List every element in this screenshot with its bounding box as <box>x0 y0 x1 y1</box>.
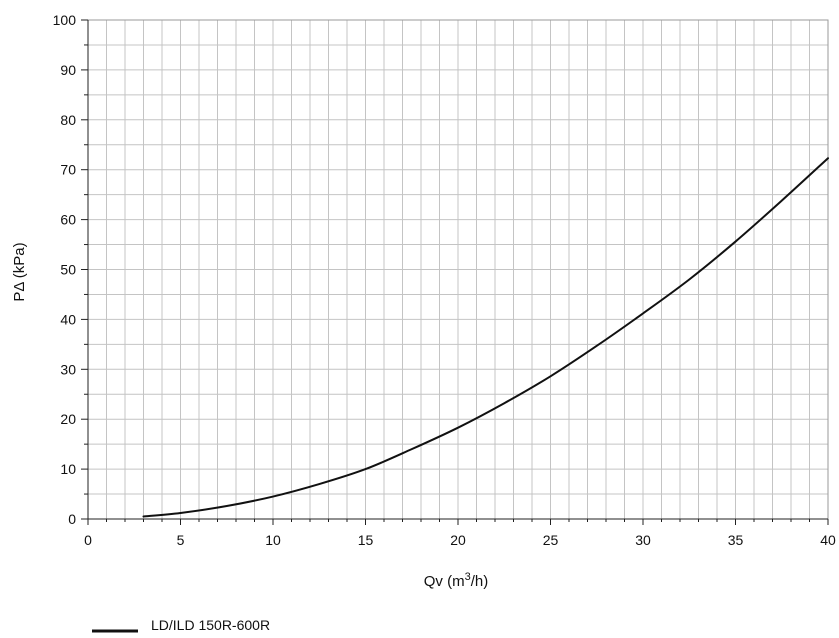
x-tick-label: 30 <box>635 532 651 548</box>
legend: LD/ILD 150R-600R <box>92 617 270 633</box>
x-axis-title: Qv (m3/h) <box>424 571 488 590</box>
tick-labels: 0 10 20 30 40 50 60 70 80 90 100 0 5 10 15 20 25 30 35 40 <box>53 12 836 548</box>
y-tick-label: 90 <box>60 62 76 78</box>
series-line-0 <box>142 157 829 518</box>
axes <box>81 19 829 525</box>
y-tick-label: 0 <box>68 511 76 527</box>
y-axis-title: PΔ (kPa) <box>11 242 28 301</box>
x-tick-label: 15 <box>358 532 374 548</box>
x-tick-label: 40 <box>820 532 836 548</box>
series-lines <box>142 157 829 518</box>
legend-label: LD/ILD 150R-600R <box>151 617 270 633</box>
y-tick-label: 20 <box>60 411 76 427</box>
y-tick-label: 30 <box>60 361 76 377</box>
x-axis-title-superscript: 3 <box>465 571 471 583</box>
x-tick-label: 25 <box>543 532 559 548</box>
x-tick-label: 10 <box>265 532 281 548</box>
y-tick-label: 40 <box>60 311 76 327</box>
y-tick-label: 10 <box>60 461 76 477</box>
y-tick-label: 60 <box>60 212 76 228</box>
y-tick-label: 80 <box>60 112 76 128</box>
y-tick-label: 100 <box>53 12 77 28</box>
x-tick-label: 20 <box>450 532 466 548</box>
x-tick-label: 5 <box>177 532 185 548</box>
y-tick-label: 50 <box>60 262 76 278</box>
grid <box>88 20 828 519</box>
x-axis-title-main: Qv (m <box>424 573 465 590</box>
x-tick-label: 35 <box>728 532 744 548</box>
y-tick-label: 70 <box>60 162 76 178</box>
x-tick-label: 0 <box>84 532 92 548</box>
x-axis-title-tail: /h) <box>471 573 489 590</box>
